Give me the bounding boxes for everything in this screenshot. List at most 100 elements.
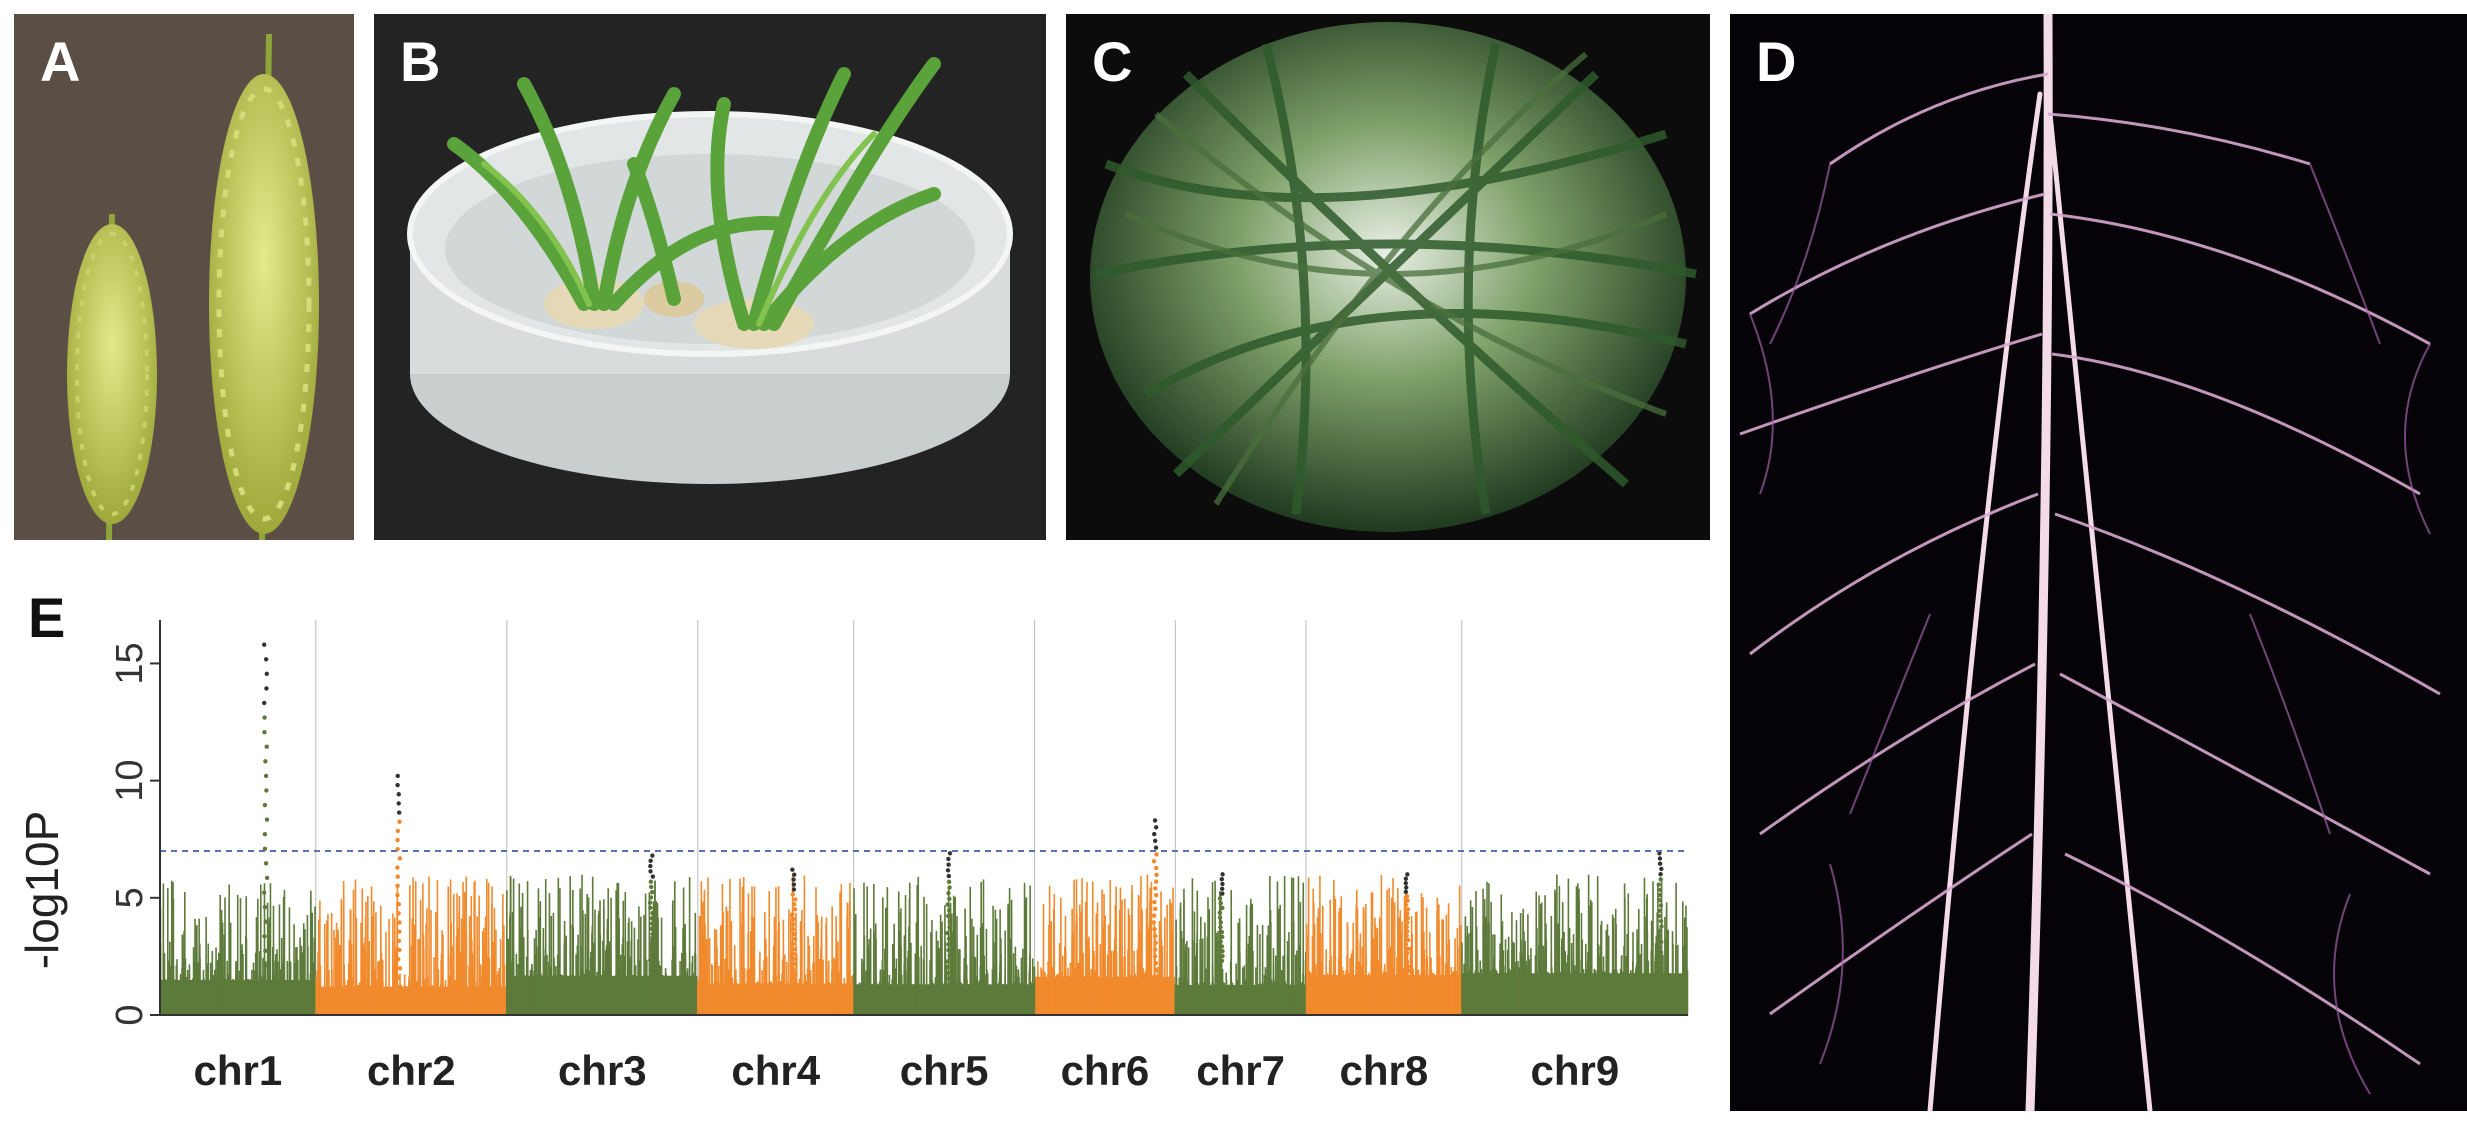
snp-point: [648, 968, 654, 973]
snp-point: [1153, 961, 1159, 966]
snp-point: [648, 895, 654, 900]
snp-point: [1658, 877, 1663, 882]
snp-point: [1153, 974, 1158, 980]
snp-point: [264, 788, 269, 793]
snp-point: [1657, 908, 1662, 913]
snp-point: [790, 912, 795, 917]
snp-point: [947, 982, 952, 987]
snp-point: [1218, 963, 1223, 968]
snp-point: [648, 869, 653, 874]
snp-point: [396, 956, 401, 962]
panel-b-seedlings-photo: B: [374, 14, 1046, 540]
snp-point: [946, 908, 952, 913]
panel-e-manhattan-plot: E 0 5 10 15 chr1 chr2 chr3 chr4 chr5 chr6 chr7 chr…: [0, 560, 1720, 1125]
snp-point: [1403, 880, 1408, 886]
snp-point: [945, 930, 950, 936]
snp-point: [262, 802, 268, 808]
snp-point: [1405, 907, 1411, 912]
snp-point: [1406, 964, 1411, 969]
snp-point: [1220, 934, 1225, 940]
snp-point: [791, 877, 796, 882]
snp-point: [792, 971, 797, 976]
snp-point: [791, 951, 796, 957]
snp-point: [397, 947, 402, 953]
panel-e-label: E: [28, 586, 66, 649]
snp-point: [1217, 910, 1222, 916]
snp-point: [1405, 920, 1410, 925]
snp-point: [1656, 913, 1662, 919]
snp-point: [791, 917, 797, 922]
snp-point: [264, 817, 270, 822]
snp-point: [1220, 905, 1225, 911]
snp-point: [397, 819, 402, 824]
snp-point: [1658, 871, 1663, 877]
snp-point: [395, 773, 400, 779]
snp-point: [946, 862, 951, 867]
snp-point: [1218, 920, 1223, 925]
snp-point: [793, 981, 798, 986]
panel-a-label: A: [40, 30, 81, 93]
snp-point: [945, 970, 951, 976]
snp-point: [1153, 967, 1159, 973]
snp-point: [263, 657, 269, 662]
canopy-image: [1066, 14, 1710, 540]
snp-point: [946, 942, 951, 947]
snp-point: [1657, 861, 1663, 866]
snp-point: [648, 947, 653, 952]
snp-point: [395, 837, 400, 843]
snp-point: [649, 942, 655, 947]
snp-point: [1406, 937, 1411, 943]
snp-point: [396, 938, 402, 944]
snp-point: [261, 890, 267, 895]
snp-point: [648, 957, 653, 963]
snp-point: [947, 925, 952, 930]
snp-point: [1403, 902, 1409, 908]
snp-point: [947, 896, 952, 902]
snp-point: [263, 963, 268, 968]
snp-point: [1219, 929, 1225, 935]
y-tick-label: 0: [109, 1004, 151, 1025]
snp-point: [1404, 894, 1410, 899]
snp-point: [262, 715, 267, 720]
snp-point: [262, 846, 268, 851]
snp-point: [1403, 876, 1409, 881]
chromosome-label-chr9: chr9: [1531, 1047, 1620, 1094]
snp-point: [1659, 866, 1664, 872]
snp-point: [1153, 933, 1158, 939]
panel-a-panicles-photo: A: [14, 14, 354, 540]
snp-point: [649, 952, 655, 958]
snp-point: [1151, 920, 1156, 925]
snp-point: [650, 937, 656, 942]
snp-point: [649, 889, 655, 895]
snp-point: [1403, 942, 1409, 947]
snp-point: [1657, 892, 1663, 898]
snp-point: [945, 959, 950, 964]
snp-point: [1657, 929, 1662, 934]
snp-point: [262, 934, 267, 939]
snp-point: [1403, 889, 1409, 895]
snp-point: [264, 744, 269, 749]
snp-point: [1152, 927, 1157, 932]
chromosome-label-chr5: chr5: [900, 1047, 989, 1094]
snp-point: [397, 920, 402, 925]
snp-points: [159, 642, 1689, 1015]
snp-point: [946, 936, 952, 941]
snp-point: [1404, 950, 1410, 956]
snp-point: [1154, 852, 1159, 857]
snp-point: [263, 948, 268, 954]
snp-point: [397, 929, 402, 934]
snp-point: [946, 873, 952, 879]
snp-point: [648, 973, 654, 978]
snp-point: [1220, 872, 1225, 877]
snp-point: [395, 828, 401, 834]
snp-point: [1153, 940, 1158, 946]
snp-point: [1658, 955, 1663, 960]
snp-point: [1154, 872, 1159, 878]
snp-point: [1659, 924, 1664, 929]
snp-point: [650, 874, 656, 879]
snp-point: [1219, 958, 1225, 964]
snp-point: [1152, 831, 1157, 837]
snp-point: [1657, 856, 1663, 861]
y-axis: 0 5 10 15: [109, 620, 1688, 1026]
snp-point: [1218, 939, 1223, 944]
